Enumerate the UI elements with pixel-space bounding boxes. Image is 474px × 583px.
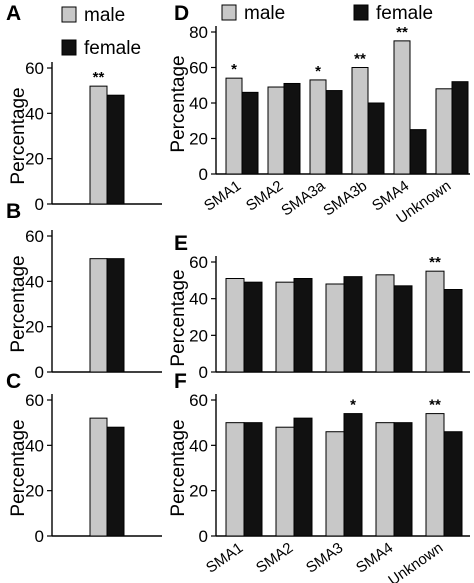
y-axis-label-e: Percentage: [168, 269, 189, 366]
bar-d-female-1: [241, 91, 259, 175]
bar-f-female-1: [243, 422, 263, 537]
bar-f-female-4: [393, 422, 413, 537]
y-tick-label-c: 40: [25, 436, 44, 455]
bar-d-female-5: [409, 129, 427, 175]
y-tick-label-e: 40: [189, 290, 208, 309]
bar-e-female-1: [243, 281, 263, 373]
panel-letter-f: F: [174, 370, 187, 393]
significance-marker-f: *: [350, 397, 356, 414]
significance-marker-d: *: [231, 61, 237, 78]
y-tick-label-e: 60: [189, 253, 208, 272]
bar-d-female-4: [367, 102, 385, 175]
panel-letter-c: C: [6, 370, 21, 393]
y-tick-label-d: 40: [189, 94, 208, 113]
y-tick-label-f: 0: [199, 527, 208, 546]
y-tick-label-c: 60: [25, 391, 44, 410]
significance-marker-d: *: [315, 63, 321, 80]
bar-b-female-1: [106, 258, 125, 373]
y-tick-label-b: 0: [35, 363, 44, 382]
y-axis-label-b: Percentage: [8, 255, 29, 352]
bar-f-male-1: [225, 422, 245, 537]
legend-swatch-female: [353, 4, 369, 21]
panel-letter-d: D: [174, 2, 189, 25]
bar-f-male-5: [425, 413, 445, 537]
y-tick-label-d: 80: [189, 23, 208, 42]
y-axis-label-a: Percentage: [8, 87, 29, 184]
significance-marker-f: **: [429, 397, 441, 414]
y-tick-label-f: 40: [189, 436, 208, 455]
y-tick-label-d: 0: [199, 165, 208, 184]
bar-d-male-5: [393, 40, 411, 175]
bar-d-female-3: [325, 90, 343, 175]
y-tick-label-f: 60: [189, 391, 208, 410]
y-tick-label-b: 60: [25, 227, 44, 246]
y-tick-label-a: 40: [25, 104, 44, 123]
bar-d-male-6: [435, 88, 453, 175]
legend-label-male: male: [244, 3, 285, 24]
y-tick-label-f: 20: [189, 482, 208, 501]
bar-d-male-3: [309, 79, 327, 175]
bar-f-male-2: [275, 426, 295, 537]
significance-marker-d: **: [354, 51, 366, 68]
y-tick-label-e: 20: [189, 326, 208, 345]
bar-d-male-4: [351, 67, 369, 175]
y-tick-label-d: 20: [189, 130, 208, 149]
y-tick-label-c: 20: [25, 482, 44, 501]
x-tick-label-d: SMA3a: [278, 177, 329, 220]
bar-e-female-5: [443, 289, 463, 373]
bar-d-female-6: [451, 81, 469, 175]
panel-letter-e: E: [174, 232, 188, 255]
bar-e-male-2: [275, 281, 295, 373]
significance-marker-e: **: [429, 254, 441, 271]
legend-swatch-male: [221, 4, 237, 21]
legend-label-male: male: [84, 5, 125, 26]
bar-e-male-5: [425, 270, 445, 373]
y-tick-label-a: 60: [25, 59, 44, 78]
y-axis-label-f: Percentage: [168, 419, 189, 516]
bar-d-male-2: [267, 86, 285, 175]
bar-a-male-1: [89, 85, 108, 205]
legend-swatch-male: [61, 6, 77, 23]
bar-a-female-1: [106, 94, 125, 205]
x-tick-label-f: SMA3: [303, 539, 346, 576]
significance-marker-d: **: [396, 24, 408, 41]
bar-c-male-1: [89, 417, 108, 537]
legend-label-female: female: [376, 3, 433, 24]
bar-f-female-2: [293, 417, 313, 537]
panel-letter-a: A: [6, 2, 21, 25]
x-tick-label-f: SMA1: [203, 539, 246, 576]
y-tick-label-b: 40: [25, 272, 44, 291]
bar-e-male-3: [325, 283, 345, 373]
bar-e-male-4: [375, 274, 395, 373]
bar-f-female-5: [443, 431, 463, 537]
y-axis-label-d: Percentage: [168, 55, 189, 152]
bar-f-male-3: [325, 431, 345, 537]
y-tick-label-c: 0: [35, 527, 44, 546]
legend-swatch-female: [61, 39, 77, 56]
bar-f-female-3: [343, 413, 363, 537]
x-tick-label-d: SMA3b: [320, 177, 370, 219]
bar-b-male-1: [89, 258, 108, 373]
bar-f-male-4: [375, 422, 395, 537]
bar-e-female-3: [343, 276, 363, 373]
x-tick-label-f: Unknown: [385, 539, 446, 583]
panel-letter-b: B: [6, 200, 21, 223]
bar-d-female-2: [283, 82, 301, 175]
y-tick-label-d: 60: [189, 59, 208, 78]
x-tick-label-f: SMA2: [253, 539, 296, 576]
bar-e-female-4: [393, 285, 413, 373]
bar-c-female-1: [106, 426, 125, 537]
legend-label-female: female: [84, 38, 141, 59]
y-axis-label-c: Percentage: [8, 419, 29, 516]
bar-d-male-1: [225, 77, 243, 175]
bar-e-female-2: [293, 278, 313, 373]
y-tick-label-a: 20: [25, 150, 44, 169]
significance-marker-a: **: [93, 69, 105, 86]
y-tick-label-b: 20: [25, 318, 44, 337]
bar-e-male-1: [225, 278, 245, 373]
y-tick-label-a: 0: [35, 195, 44, 214]
y-tick-label-e: 0: [199, 363, 208, 382]
